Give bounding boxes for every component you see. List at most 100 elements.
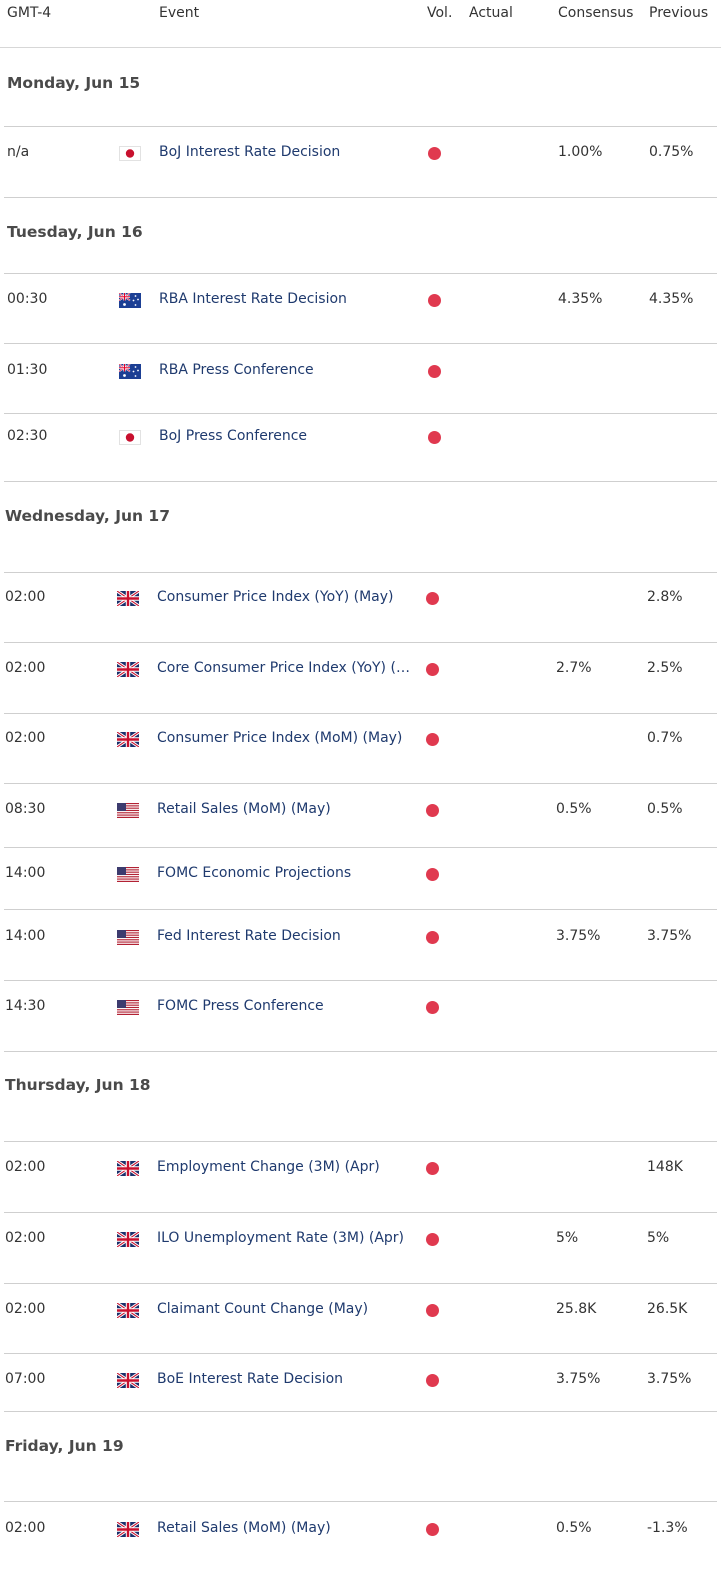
- event-name-link[interactable]: Consumer Price Index (MoM) (May): [157, 730, 403, 746]
- event-time: 14:00: [5, 865, 46, 881]
- event-name-link[interactable]: FOMC Press Conference: [157, 998, 324, 1014]
- event-time: 14:00: [5, 928, 46, 944]
- event-consensus: 4.35%: [558, 291, 603, 307]
- event-row[interactable]: 14:00 Fed Interest Rate Decision 3.75% 3.75…: [4, 910, 717, 981]
- event-name-link[interactable]: Retail Sales (MoM) (May): [157, 1520, 331, 1536]
- high-volatility-dot: [428, 431, 441, 444]
- event-row[interactable]: 02:00 Consumer Price Index (MoM) (May) 0.7…: [4, 714, 717, 784]
- event-consensus: 3.75%: [556, 1371, 601, 1387]
- event-row[interactable]: 14:00 FOMC Economic Projections: [4, 848, 717, 910]
- high-volatility-dot: [426, 1523, 439, 1536]
- timezone-header[interactable]: GMT-4: [7, 5, 52, 21]
- event-previous: 3.75%: [647, 928, 692, 944]
- day-header: Tuesday, Jun 16: [4, 198, 717, 274]
- event-consensus: 5%: [556, 1230, 579, 1246]
- event-name-link[interactable]: FOMC Economic Projections: [157, 865, 352, 881]
- event-time: 08:30: [5, 801, 46, 817]
- event-consensus: 25.8K: [556, 1301, 597, 1317]
- event-time: 07:00: [5, 1371, 46, 1387]
- event-consensus: 1.00%: [558, 144, 603, 160]
- japan-flag-icon: [119, 146, 141, 161]
- event-previous: 26.5K: [647, 1301, 688, 1317]
- event-time: 14:30: [5, 998, 46, 1014]
- event-row[interactable]: 00:30 RBA Interest Rate Decision 4.35% 4.35…: [4, 274, 717, 344]
- event-name-link[interactable]: RBA Interest Rate Decision: [159, 291, 347, 307]
- uk-flag-icon: [117, 732, 139, 747]
- event-name-link[interactable]: RBA Press Conference: [159, 362, 314, 378]
- event-row[interactable]: 08:30 Retail Sales (MoM) (May) 0.5% 0.5%: [4, 784, 717, 848]
- event-time: 02:30: [7, 428, 48, 444]
- australia-flag-icon: [119, 364, 141, 379]
- event-row[interactable]: 02:00 Employment Change (3M) (Apr) 148K: [4, 1142, 717, 1213]
- uk-flag-icon: [117, 1303, 139, 1318]
- event-name-link[interactable]: Fed Interest Rate Decision: [157, 928, 341, 944]
- event-time: 00:30: [7, 291, 48, 307]
- day-header: Wednesday, Jun 17: [4, 482, 717, 573]
- event-time: 02:00: [5, 1159, 46, 1175]
- high-volatility-dot: [426, 1233, 439, 1246]
- event-previous: 0.5%: [647, 801, 683, 817]
- event-time: 02:00: [5, 730, 46, 746]
- event-name-link[interactable]: BoJ Interest Rate Decision: [159, 144, 341, 160]
- event-time: 02:00: [5, 589, 46, 605]
- event-previous: 5%: [647, 1230, 670, 1246]
- event-row[interactable]: 02:00 ILO Unemployment Rate (3M) (Apr) 5% 5…: [4, 1213, 717, 1284]
- event-row[interactable]: 14:30 FOMC Press Conference: [4, 981, 717, 1052]
- japan-flag-icon: [119, 430, 141, 445]
- event-time: 02:00: [5, 660, 46, 676]
- event-name-link[interactable]: Claimant Count Change (May): [157, 1301, 369, 1317]
- event-row[interactable]: n/a BoJ Interest Rate Decision 1.00% 0.75%: [4, 127, 717, 198]
- high-volatility-dot: [426, 1374, 439, 1387]
- event-name-link[interactable]: BoE Interest Rate Decision: [157, 1371, 344, 1387]
- high-volatility-dot: [428, 147, 441, 160]
- event-column-header: Event: [159, 5, 200, 21]
- event-row[interactable]: 02:00 Retail Sales (MoM) (May) 0.5% -1.3%: [4, 1502, 717, 1576]
- event-name-link[interactable]: ILO Unemployment Rate (3M) (Apr): [157, 1230, 405, 1246]
- day-label: Friday, Jun 19: [5, 1437, 124, 1455]
- day-label: Wednesday, Jun 17: [5, 507, 170, 525]
- event-consensus: 0.5%: [556, 801, 592, 817]
- event-previous: 4.35%: [649, 291, 694, 307]
- us-flag-icon: [117, 930, 139, 945]
- event-previous: 2.8%: [647, 589, 683, 605]
- australia-flag-icon: [119, 293, 141, 308]
- high-volatility-dot: [426, 931, 439, 944]
- event-name-link[interactable]: Employment Change (3M) (Apr): [157, 1159, 380, 1175]
- event-name-link[interactable]: Retail Sales (MoM) (May): [157, 801, 331, 817]
- event-row[interactable]: 02:00 Consumer Price Index (YoY) (May) 2.8…: [4, 573, 717, 643]
- high-volatility-dot: [428, 365, 441, 378]
- event-consensus: 0.5%: [556, 1520, 592, 1536]
- event-name-link[interactable]: Consumer Price Index (YoY) (May): [157, 589, 394, 605]
- high-volatility-dot: [426, 733, 439, 746]
- high-volatility-dot: [426, 1162, 439, 1175]
- high-volatility-dot: [426, 868, 439, 881]
- us-flag-icon: [117, 867, 139, 882]
- event-previous: -1.3%: [647, 1520, 688, 1536]
- event-time: 02:00: [5, 1301, 46, 1317]
- day-header: Monday, Jun 15: [4, 48, 717, 127]
- event-row[interactable]: 07:00 BoE Interest Rate Decision 3.75% 3.75…: [4, 1354, 717, 1412]
- day-header: Friday, Jun 19: [4, 1412, 717, 1502]
- event-consensus: 3.75%: [556, 928, 601, 944]
- volatility-column-header: Vol.: [427, 5, 453, 21]
- event-time: 01:30: [7, 362, 48, 378]
- event-row[interactable]: 02:30 BoJ Press Conference: [4, 414, 717, 482]
- uk-flag-icon: [117, 662, 139, 677]
- high-volatility-dot: [426, 1304, 439, 1317]
- uk-flag-icon: [117, 1373, 139, 1388]
- event-row[interactable]: 02:00 Claimant Count Change (May) 25.8K 26.…: [4, 1284, 717, 1354]
- event-previous: 2.5%: [647, 660, 683, 676]
- event-previous: 3.75%: [647, 1371, 692, 1387]
- event-row[interactable]: 01:30 RBA Press Conference: [4, 344, 717, 414]
- event-name-link[interactable]: Core Consumer Price Index (YoY) (M…: [157, 660, 419, 676]
- event-name-link[interactable]: BoJ Press Conference: [159, 428, 308, 444]
- high-volatility-dot: [426, 663, 439, 676]
- actual-column-header: Actual: [469, 5, 513, 21]
- uk-flag-icon: [117, 1161, 139, 1176]
- event-row[interactable]: 02:00 Core Consumer Price Index (YoY) (M……: [4, 643, 717, 714]
- event-consensus: 2.7%: [556, 660, 592, 676]
- event-previous: 148K: [647, 1159, 683, 1175]
- event-time: 02:00: [5, 1230, 46, 1246]
- uk-flag-icon: [117, 591, 139, 606]
